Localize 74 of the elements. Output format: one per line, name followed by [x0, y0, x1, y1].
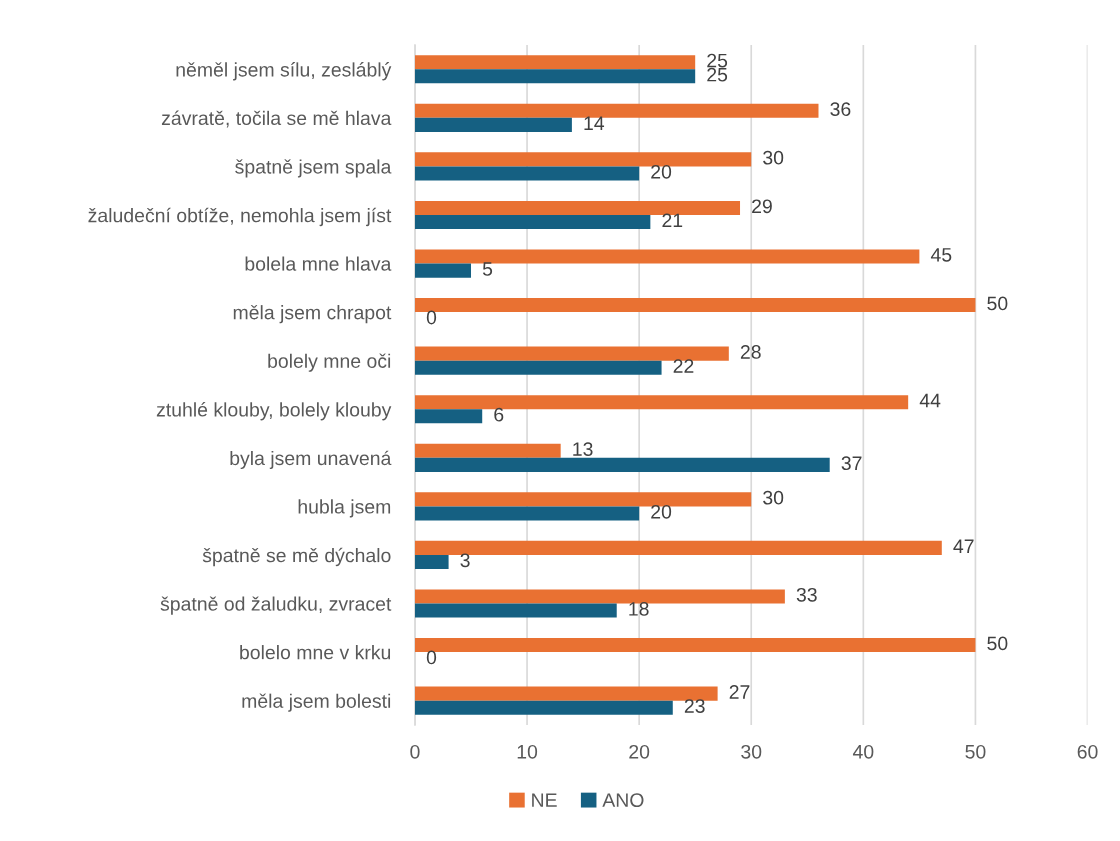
bar — [414, 540, 942, 555]
bar — [414, 346, 729, 361]
bar — [414, 686, 718, 701]
y-tick-label: špatně od žaludku, zvracet — [160, 596, 392, 615]
data-label: 30 — [763, 150, 784, 165]
bar — [414, 117, 572, 132]
data-label: 6 — [494, 407, 504, 422]
y-tick-label: špatně jsem spala — [235, 159, 392, 178]
x-tick-label: 0 — [410, 744, 420, 759]
data-label: 13 — [573, 442, 593, 456]
data-label: 0 — [426, 650, 437, 665]
bar — [414, 443, 561, 458]
bar — [414, 166, 640, 181]
x-tick-label: 30 — [741, 744, 762, 759]
data-label: 14 — [584, 116, 605, 130]
data-label: 0 — [426, 310, 437, 325]
bar — [414, 360, 662, 375]
data-label: 50 — [987, 636, 1008, 651]
data-label: 36 — [830, 102, 851, 117]
x-tick-label: 40 — [852, 744, 874, 759]
data-label: 37 — [841, 456, 862, 471]
legend-label: ANO — [602, 793, 644, 808]
bar — [414, 409, 483, 424]
bar — [414, 554, 449, 570]
y-tick-label: špatně se mě dýchalo — [202, 547, 391, 567]
y-tick-label: žaludeční obtíže, nemohla jsem jíst — [88, 207, 392, 227]
data-label: 25 — [707, 53, 728, 68]
x-tick-label: 50 — [965, 744, 986, 759]
data-label: 3 — [460, 553, 470, 568]
data-label: 5 — [482, 262, 493, 276]
data-label: 47 — [953, 539, 974, 553]
data-label: 45 — [930, 248, 952, 262]
bar — [414, 200, 741, 215]
data-label: 30 — [763, 490, 784, 505]
bar — [414, 506, 640, 521]
data-label: 20 — [651, 504, 672, 519]
data-label: 22 — [673, 359, 694, 373]
data-label: 21 — [662, 213, 683, 228]
x-tick-label: 10 — [517, 744, 538, 759]
bar — [414, 263, 472, 278]
bar — [414, 103, 819, 118]
y-tick-label: bolely mne oči — [268, 353, 391, 372]
y-tick-label: hubla jsem — [298, 499, 391, 518]
data-label: 18 — [629, 602, 649, 616]
data-label: 23 — [684, 699, 705, 713]
data-label: 25 — [707, 67, 728, 82]
y-tick-label: něměl jsem sílu, zesláblý — [176, 62, 392, 81]
bar — [414, 55, 696, 70]
y-tick-label: bolelo mne v krku — [240, 645, 391, 660]
data-label: 20 — [651, 164, 672, 179]
data-label: 33 — [796, 587, 817, 602]
x-tick-label: 60 — [1077, 744, 1098, 759]
bar — [414, 700, 673, 715]
bar — [414, 603, 617, 618]
bar — [414, 214, 651, 230]
bar — [414, 492, 752, 507]
data-label: 44 — [919, 393, 941, 408]
data-label: 28 — [740, 345, 761, 359]
y-tick-label: závratě, točila se mě hlava — [161, 110, 392, 128]
bar — [414, 249, 920, 264]
data-label: 29 — [752, 199, 772, 214]
bar — [414, 457, 830, 472]
y-tick-label: bolela mne hlava — [245, 256, 392, 271]
y-tick-label: byla jsem unavená — [230, 450, 392, 470]
legend-label: NE — [532, 793, 557, 807]
x-tick-label: 20 — [629, 744, 650, 759]
bar — [414, 152, 752, 167]
data-label: 50 — [987, 296, 1008, 311]
bar — [414, 589, 785, 604]
bar — [414, 69, 696, 84]
y-tick-label: měla jsem bolesti — [242, 693, 391, 712]
y-tick-label: měla jsem chrapot — [233, 305, 392, 324]
data-label: 27 — [729, 685, 750, 699]
y-tick-label: ztuhlé klouby, bolely klouby — [156, 402, 392, 421]
